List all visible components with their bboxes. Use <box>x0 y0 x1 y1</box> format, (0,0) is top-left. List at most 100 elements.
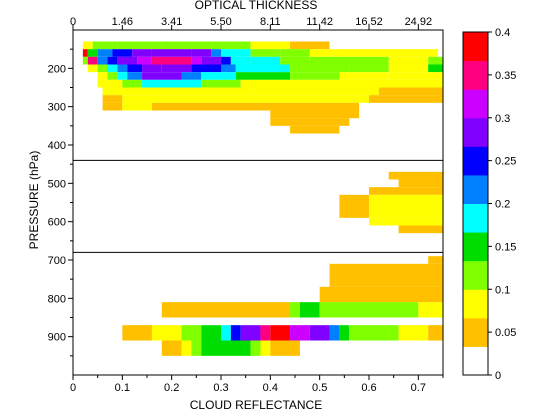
colorbar-tick-label: 0.15 <box>495 241 516 253</box>
heatmap-cell <box>339 325 350 341</box>
top-tick-label: 3.41 <box>161 16 182 28</box>
heatmap-cell <box>201 340 251 356</box>
top-axis: 0 1.46 3.41 5.50 8.11 11.42 16.52 24.92 <box>70 16 432 30</box>
x-tick-label: 0.4 <box>263 382 278 394</box>
heatmap-cell <box>290 64 350 73</box>
heatmap-cell <box>349 64 389 73</box>
heatmap-cell <box>388 56 429 65</box>
heatmap-cell <box>235 72 291 80</box>
heatmap-cell <box>97 56 108 65</box>
colorbar-tick-label: 0 <box>495 370 501 382</box>
heatmap-cell <box>221 64 236 73</box>
y-tick-label: 500 <box>48 178 66 190</box>
heatmap-cell <box>270 110 360 119</box>
heatmap-cell <box>250 340 261 356</box>
heatmap-cell <box>309 49 340 57</box>
heatmap-cell <box>117 72 128 80</box>
heatmap-cell <box>102 87 251 96</box>
heatmap-cell <box>201 79 241 88</box>
heatmap-cell <box>117 41 162 50</box>
heatmap-cell <box>122 79 143 88</box>
y-tick-label: 200 <box>48 63 66 75</box>
heatmap-cell <box>369 194 443 203</box>
heatmap-cell <box>87 49 98 57</box>
colorbar-swatch <box>463 32 488 62</box>
heatmap-cell <box>339 202 369 218</box>
heatmap-cell <box>137 56 152 65</box>
heatmap-cell <box>369 79 443 88</box>
top-tick-label: 16.52 <box>355 16 383 28</box>
heatmap-cell <box>319 286 443 303</box>
heatmap-cell <box>398 225 443 234</box>
heatmap-cell <box>428 64 443 73</box>
x-tick-label: 0.6 <box>361 382 376 394</box>
heatmap-cell <box>117 64 128 73</box>
heatmap-cell <box>230 56 251 65</box>
heatmap-cell <box>92 41 118 50</box>
y-tick-label: 600 <box>48 217 66 229</box>
y-tick-label: 400 <box>48 140 66 152</box>
heatmap-cell <box>270 325 291 341</box>
heatmap-cell <box>290 125 340 134</box>
heatmap-cell <box>142 79 202 88</box>
heatmap-cell <box>221 49 251 57</box>
heatmap-cell <box>369 202 443 218</box>
colorbar-tick-label: 0.2 <box>495 199 510 211</box>
heatmap-cell <box>270 118 350 126</box>
heatmap-cell <box>82 56 88 65</box>
heatmap-cell <box>270 340 300 356</box>
heatmap-cell <box>329 271 443 287</box>
heatmap-cell <box>132 49 152 57</box>
heatmap-cell <box>107 72 118 80</box>
heatmap-cell <box>151 102 360 111</box>
heatmap-cell <box>299 302 320 318</box>
heatmap-cell <box>309 56 389 65</box>
colorbar-swatch <box>463 146 488 176</box>
heatmap-cell <box>97 72 108 80</box>
heatmap-cell <box>398 179 443 188</box>
heatmap-cell <box>161 41 212 50</box>
x-axis-label: CLOUD REFLECTANCE <box>190 398 322 412</box>
heatmap-cell <box>250 87 379 96</box>
heatmap-cell <box>329 325 340 341</box>
heatmap-cell <box>221 56 231 65</box>
heatmap-cell <box>250 41 291 50</box>
x-tick-label: 0.7 <box>411 382 426 394</box>
heatmap-cell <box>398 325 429 341</box>
top-tick-label: 1.46 <box>112 16 133 28</box>
heatmap-cell <box>181 72 202 80</box>
heatmap-cell <box>388 72 443 80</box>
colorbar-tick-label: 0.1 <box>495 284 510 296</box>
heatmap-cell <box>388 64 429 73</box>
heatmap-cell <box>97 64 108 73</box>
colorbar-tick-label: 0.05 <box>495 327 516 339</box>
heatmap-cell <box>235 64 291 73</box>
heatmap-cell <box>122 325 152 341</box>
heatmap-cell <box>161 340 182 356</box>
heatmap-cell <box>339 49 439 57</box>
x-tick-label: 0.5 <box>312 382 327 394</box>
heatmap-cell <box>127 64 143 73</box>
heatmap-cell <box>349 325 399 341</box>
colorbar-swatch <box>463 317 488 347</box>
heatmap-cell <box>97 49 113 57</box>
heatmap-cell <box>211 49 221 57</box>
heatmap-cell <box>378 87 443 96</box>
heatmap-cell <box>339 72 389 80</box>
heatmap-cell <box>102 95 123 103</box>
colorbar-swatch <box>463 289 488 319</box>
colorbar-swatch <box>463 60 488 90</box>
heatmap-cell <box>250 49 281 57</box>
x-axis: 0 0.1 0.2 0.3 0.4 0.5 0.6 0.7 <box>70 375 444 394</box>
heatmap-cell <box>418 302 443 318</box>
colorbar-tick-label: 0.35 <box>495 70 516 82</box>
x-tick-label: 0.3 <box>213 382 228 394</box>
heatmap-cell <box>142 72 182 80</box>
top-tick-label: 0 <box>70 16 76 28</box>
colorbar-swatches <box>463 32 488 376</box>
heatmap-cell <box>112 49 133 57</box>
heatmap-cell <box>339 194 369 203</box>
y-axis-label: PRESSURE (hPa) <box>27 151 41 250</box>
heatmap-cell <box>260 325 271 341</box>
heatmap-cell <box>191 49 212 57</box>
